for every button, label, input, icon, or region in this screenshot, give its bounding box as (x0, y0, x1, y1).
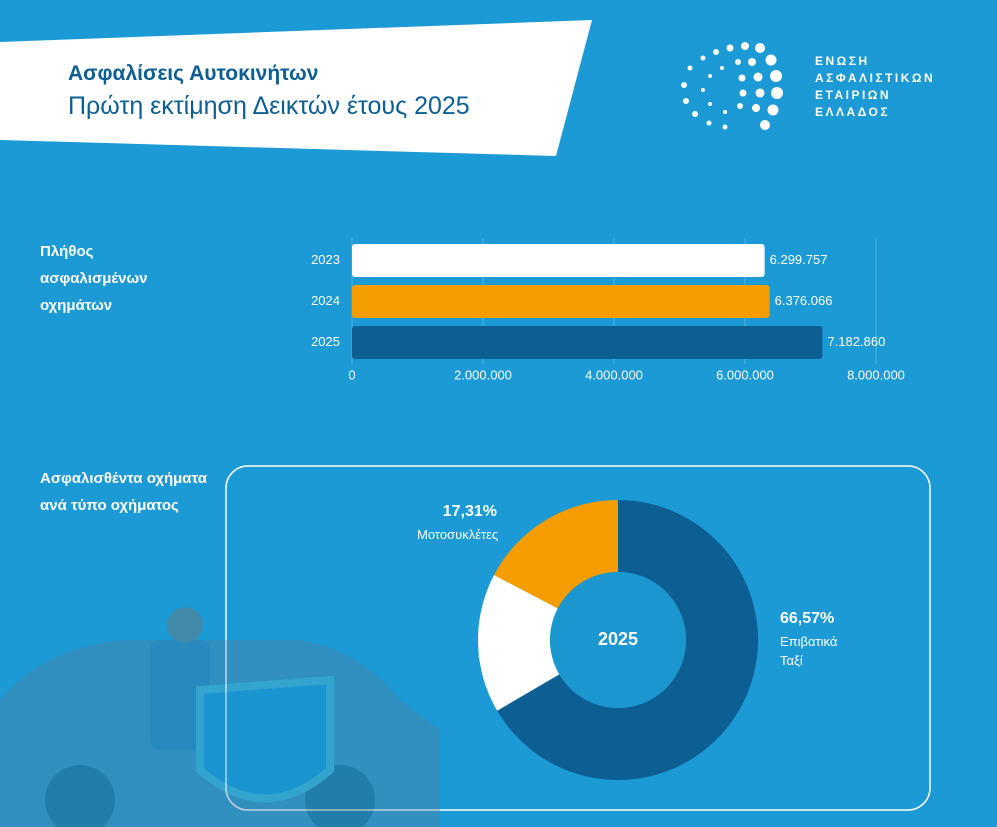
bar (352, 244, 765, 277)
y-tick-label: 2025 (311, 334, 340, 349)
category-label: Αγροτικά Λεωφορεία Φορτηγά (478, 626, 542, 679)
value-label: 17,31% (442, 503, 497, 520)
category-label: Μοτοσυκλέτες (417, 527, 499, 542)
illustration (0, 607, 440, 827)
value-label: 7.182.860 (827, 334, 885, 349)
y-tick-label: 2023 (311, 252, 340, 267)
value-label: 16,12% (487, 602, 542, 619)
x-tick-label: 0 (348, 367, 355, 382)
logo-text: ΕΛΛΑΔΟΣ (815, 105, 890, 119)
logo-text: ΕΤΑΙΡΙΩΝ (815, 88, 891, 102)
value-label: 6.299.757 (770, 252, 828, 267)
donut-hole (550, 572, 686, 708)
bar (352, 326, 823, 359)
center-label: 2025 (598, 629, 638, 649)
pie-panel (225, 465, 931, 811)
x-tick-label: 8.000.000 (847, 367, 905, 382)
logo-text: ΕΝΩΣΗ (815, 54, 870, 68)
donut-slice (497, 500, 758, 780)
x-tick-label: 4.000.000 (585, 367, 643, 382)
logo-text: ΑΣΦΑΛΙΣΤΙΚΩΝ (815, 71, 935, 85)
bar (352, 285, 770, 318)
value-label: 66,57% (780, 610, 835, 627)
bar-chart-title: Πλήθος ασφαλισμένων οχημάτων (40, 243, 148, 314)
x-tick-label: 2.000.000 (454, 367, 512, 382)
donut-slice (494, 500, 618, 609)
logo-dots (681, 42, 783, 130)
value-label: 6.376.066 (775, 293, 833, 308)
category-label: Επιβατικά Ταξί (780, 634, 838, 668)
x-tick-label: 6.000.000 (716, 367, 774, 382)
header-subtitle: Πρώτη εκτίμηση Δεικτών έτους 2025 (68, 92, 470, 120)
donut-slice (478, 574, 560, 711)
header-title: Ασφαλίσεις Αυτοκινήτων (68, 62, 319, 85)
pie-chart-title: Ασφαλισθέντα οχήματα ανά τύπο οχήματος (40, 470, 208, 514)
header-banner (0, 20, 592, 156)
y-tick-label: 2024 (311, 293, 340, 308)
